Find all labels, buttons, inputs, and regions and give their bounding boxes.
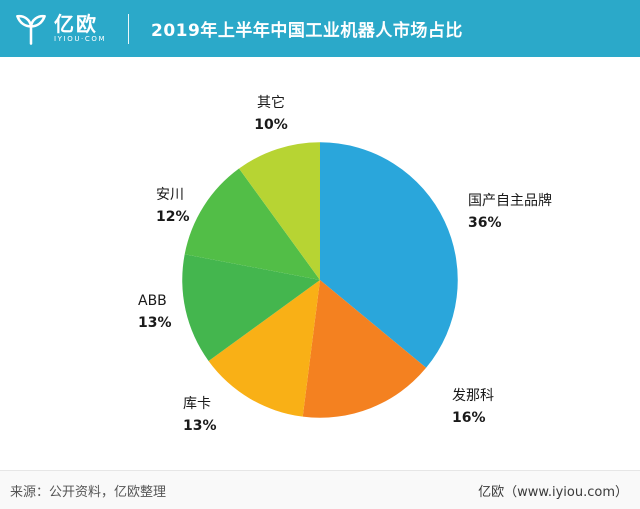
header-bar: 亿欧 IYIOU·COM 2019年上半年中国工业机器人市场占比 — [0, 0, 640, 57]
chart-title: 2019年上半年中国工业机器人市场占比 — [151, 21, 463, 41]
slice-percent: 36% — [468, 215, 502, 231]
slice-percent: 13% — [183, 418, 217, 434]
slice-name: 其它 — [257, 95, 285, 111]
pie-slice-4 — [184, 168, 320, 280]
iyiou-logo-icon — [16, 14, 46, 45]
slice-name: ABB — [138, 293, 167, 309]
slice-percent: 10% — [254, 117, 288, 133]
slice-label-domestic-brands: 国产自主品牌 36% — [468, 190, 552, 234]
slice-percent: 12% — [156, 209, 190, 225]
footer-brand: 亿欧（www.iyiou.com） — [478, 484, 628, 500]
source-note: 来源：公开资料，亿欧整理 — [10, 484, 167, 500]
footer-bar: 来源：公开资料，亿欧整理 亿欧（www.iyiou.com） — [0, 470, 640, 509]
slice-label-kuka: 库卡 13% — [183, 393, 217, 437]
slice-label-abb: ABB 13% — [138, 290, 172, 334]
slice-label-others: 其它 10% — [245, 92, 297, 136]
slice-label-yaskawa: 安川 12% — [156, 184, 190, 228]
slice-name: 安川 — [156, 187, 184, 203]
pie-slice-1 — [302, 280, 427, 418]
pie-slice-5 — [239, 142, 320, 280]
pie-slice-0 — [320, 142, 458, 368]
slice-percent: 13% — [138, 315, 172, 331]
header-divider — [128, 13, 129, 44]
slice-label-fanuc: 发那科 16% — [452, 385, 494, 429]
logo-text-block: 亿欧 IYIOU·COM — [54, 13, 106, 44]
logo-text: 亿欧 — [54, 12, 98, 36]
slice-name: 发那科 — [452, 388, 494, 404]
slice-name: 国产自主品牌 — [468, 193, 552, 209]
pie-slice-2 — [208, 280, 320, 417]
pie-slice-3 — [182, 254, 320, 361]
slice-name: 库卡 — [183, 396, 211, 412]
logo-subtext: IYIOU·COM — [54, 35, 107, 43]
iyiou-logo: 亿欧 IYIOU·COM — [0, 12, 118, 46]
slice-percent: 16% — [452, 410, 486, 426]
pie-chart — [182, 142, 458, 418]
